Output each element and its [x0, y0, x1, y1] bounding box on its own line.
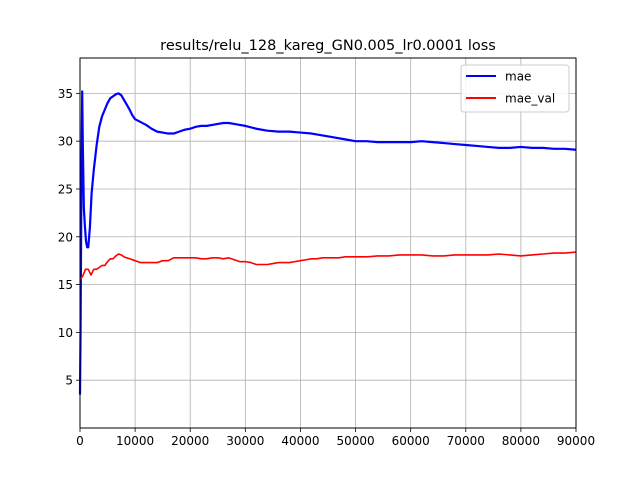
y-tick-label: 15: [58, 278, 73, 292]
x-tick-label: 80000: [502, 434, 540, 448]
y-tick-label: 20: [58, 230, 73, 244]
x-tick-label: 0: [76, 434, 84, 448]
y-axis: 5 10 15 20 25 30 35: [58, 87, 80, 388]
series-layer: [78, 90, 577, 395]
x-tick-label: 90000: [557, 434, 595, 448]
y-tick-label: 5: [65, 374, 73, 388]
chart-title: results/relu_128_kareg_GN0.005_lr0.0001 …: [160, 38, 496, 54]
series-line-mae: [78, 90, 577, 395]
legend: mae mae_val: [460, 64, 570, 113]
legend-label-mae-val: mae_val: [505, 92, 555, 106]
legend-label-mae: mae: [505, 70, 531, 84]
x-tick-label: 70000: [447, 434, 485, 448]
x-tick-label: 20000: [171, 434, 209, 448]
x-axis: 0 10000 20000 30000 40000 50000 60000 70000 8000…: [76, 428, 595, 448]
y-tick-label: 25: [58, 182, 73, 196]
x-tick-label: 60000: [392, 434, 430, 448]
x-tick-label: 10000: [116, 434, 154, 448]
y-tick-label: 10: [58, 326, 73, 340]
x-tick-label: 30000: [226, 434, 264, 448]
y-tick-label: 35: [58, 87, 73, 101]
x-tick-label: 50000: [336, 434, 374, 448]
plot-frame: [79, 57, 577, 429]
x-tick-label: 40000: [281, 434, 319, 448]
y-tick-label: 30: [58, 135, 73, 149]
series-line-mae-val: [79, 251, 577, 281]
